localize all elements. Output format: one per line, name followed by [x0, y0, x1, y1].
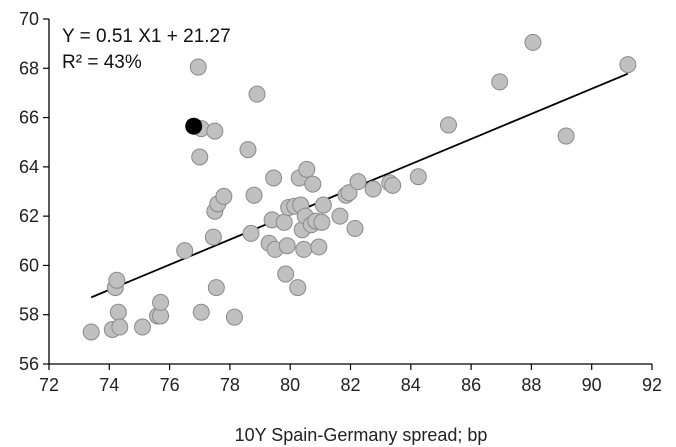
x-axis-title: 10Y Spain-Germany spread; bp	[235, 425, 488, 445]
data-point	[277, 265, 295, 283]
data-point	[298, 160, 316, 178]
x-tick-label: 74	[99, 375, 119, 395]
data-point	[619, 56, 637, 74]
data-point	[557, 127, 575, 145]
data-point	[192, 303, 210, 321]
x-tick-label: 76	[160, 375, 180, 395]
data-point	[278, 237, 296, 255]
y-tick-label: 60	[19, 255, 39, 275]
y-tick-label: 68	[19, 58, 39, 78]
data-point	[304, 175, 322, 193]
axes: 56 58 60 62 64 66 68 70 72 74 76 78 80 82 84 86 88 90 92	[19, 9, 662, 395]
y-tick-label: 56	[19, 354, 39, 374]
data-point	[239, 141, 257, 159]
y-tick-label: 66	[19, 108, 39, 128]
data-point	[346, 219, 364, 237]
highlighted-data-point	[185, 117, 203, 135]
data-point	[314, 196, 332, 214]
data-point	[295, 240, 313, 258]
data-point	[191, 148, 209, 166]
data-point	[248, 85, 266, 103]
data-point	[176, 242, 194, 260]
data-point	[409, 168, 427, 186]
x-tick-label: 78	[220, 375, 240, 395]
data-point	[439, 116, 457, 134]
data-point	[491, 73, 509, 91]
data-point	[204, 228, 222, 246]
data-point	[310, 238, 328, 256]
data-point	[82, 323, 100, 341]
y-tick-label: 62	[19, 206, 39, 226]
data-point	[524, 33, 542, 51]
x-tick-label: 72	[39, 375, 59, 395]
x-tick-label: 86	[461, 375, 481, 395]
data-point	[206, 122, 224, 140]
data-point	[349, 173, 367, 191]
data-point	[242, 224, 260, 242]
data-point	[340, 184, 358, 202]
equation-annotation: Y = 0.51 X1 + 21.27	[62, 26, 231, 47]
data-point	[225, 308, 243, 326]
data-point	[245, 186, 263, 204]
data-point	[384, 176, 402, 194]
data-point	[133, 318, 151, 336]
x-tick-label: 80	[280, 375, 300, 395]
data-point	[215, 187, 233, 205]
data-point	[111, 318, 129, 336]
y-tick-label: 70	[19, 9, 39, 29]
data-point	[313, 213, 331, 231]
x-tick-label: 88	[521, 375, 541, 395]
data-point	[265, 169, 283, 187]
data-point	[275, 213, 293, 231]
r-squared-annotation: R² = 43%	[62, 52, 142, 73]
data-point	[364, 180, 382, 198]
y-tick-label: 64	[19, 157, 39, 177]
x-tick-label: 84	[401, 375, 421, 395]
data-point	[109, 303, 127, 321]
x-tick-label: 90	[582, 375, 602, 395]
data-point	[108, 271, 126, 289]
x-tick-label: 92	[642, 375, 662, 395]
x-tick-label: 82	[340, 375, 360, 395]
points-layer	[82, 33, 637, 341]
y-tick-label: 58	[19, 305, 39, 325]
data-point	[207, 279, 225, 297]
data-point	[152, 293, 170, 311]
data-point	[289, 279, 307, 297]
data-point	[189, 58, 207, 76]
data-point	[331, 207, 349, 225]
